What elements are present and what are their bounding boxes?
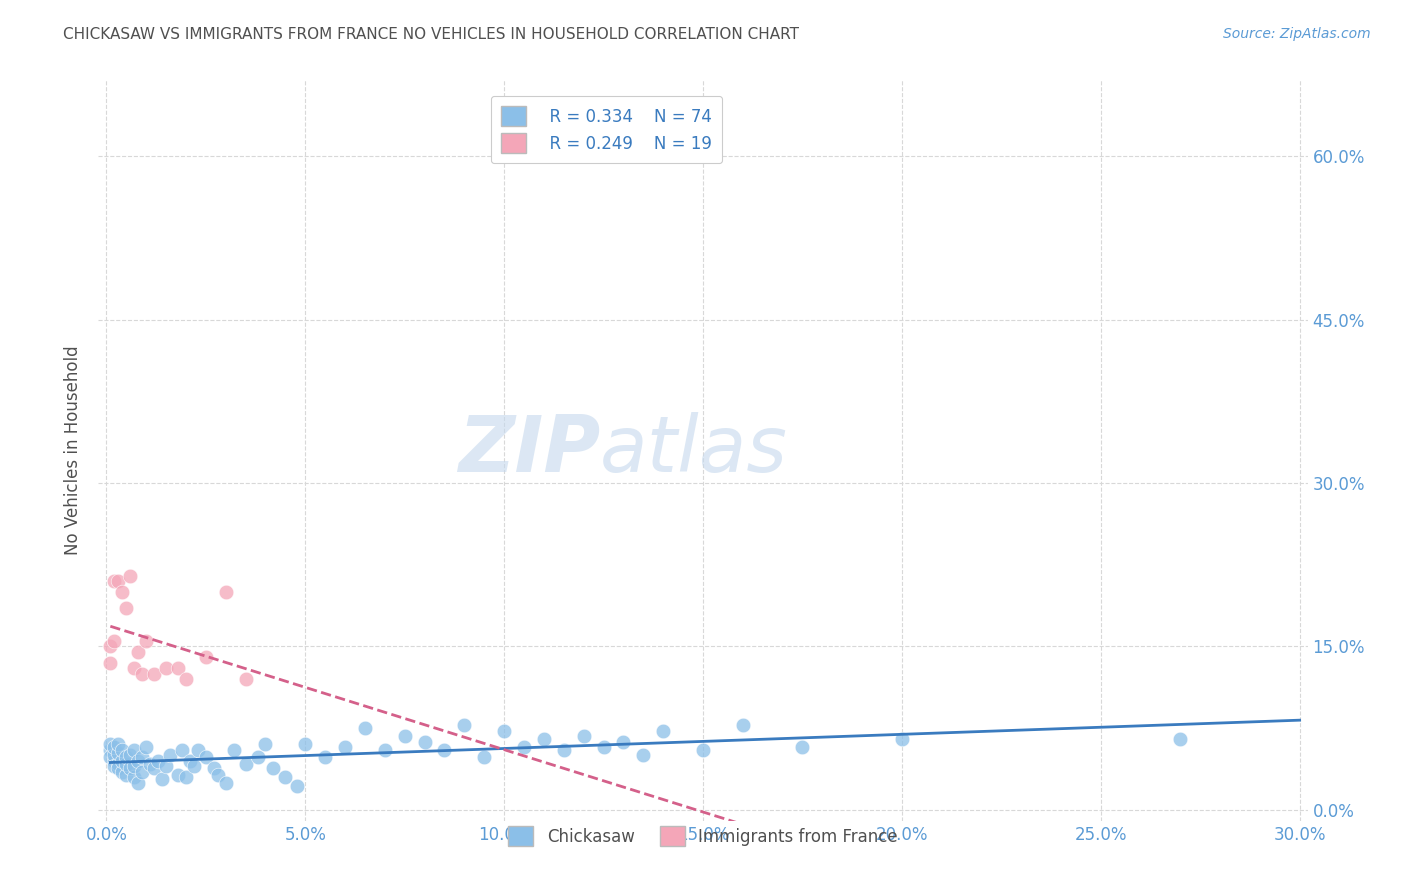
Point: [215, 775, 238, 789]
Point: [120, 748, 142, 763]
Point: [374, 743, 396, 757]
Point: [692, 743, 714, 757]
Point: [143, 761, 166, 775]
Point: [262, 761, 284, 775]
Point: [174, 770, 197, 784]
Text: atlas: atlas: [600, 412, 789, 489]
Point: [1168, 731, 1191, 746]
Point: [159, 748, 181, 763]
Point: [285, 779, 308, 793]
Point: [494, 724, 516, 739]
Point: [274, 770, 297, 784]
Point: [120, 761, 142, 775]
Text: CHICKASAW VS IMMIGRANTS FROM FRANCE NO VEHICLES IN HOUSEHOLD CORRELATION CHART: CHICKASAW VS IMMIGRANTS FROM FRANCE NO V…: [63, 27, 799, 42]
Point: [533, 731, 555, 746]
Point: [513, 739, 536, 754]
Point: [115, 750, 138, 764]
Point: [143, 666, 166, 681]
Point: [127, 754, 149, 768]
Point: [98, 743, 121, 757]
Point: [246, 750, 269, 764]
Point: [167, 768, 190, 782]
Point: [131, 764, 153, 779]
Point: [207, 768, 229, 782]
Point: [612, 735, 634, 749]
Point: [194, 750, 217, 764]
Y-axis label: No Vehicles in Household: No Vehicles in Household: [65, 345, 83, 556]
Point: [890, 731, 912, 746]
Point: [202, 761, 225, 775]
Point: [111, 585, 134, 599]
Point: [170, 743, 193, 757]
Point: [111, 764, 134, 779]
Point: [167, 661, 190, 675]
Point: [235, 757, 257, 772]
Point: [553, 743, 575, 757]
Point: [592, 739, 614, 754]
Point: [131, 666, 153, 681]
Point: [107, 746, 129, 760]
Point: [155, 759, 177, 773]
Point: [453, 718, 475, 732]
Point: [103, 574, 125, 588]
Point: [127, 645, 149, 659]
Point: [122, 770, 145, 784]
Point: [155, 661, 177, 675]
Point: [294, 738, 316, 752]
Point: [135, 634, 157, 648]
Point: [115, 757, 138, 772]
Point: [215, 585, 238, 599]
Point: [107, 738, 129, 752]
Point: [127, 775, 149, 789]
Point: [139, 757, 162, 772]
Point: [135, 739, 157, 754]
Point: [103, 739, 125, 754]
Legend: Chickasaw, Immigrants from France: Chickasaw, Immigrants from France: [502, 820, 904, 853]
Point: [235, 672, 257, 686]
Point: [652, 724, 675, 739]
Point: [122, 759, 145, 773]
Point: [103, 759, 125, 773]
Point: [314, 750, 336, 764]
Point: [792, 739, 814, 754]
Point: [472, 750, 495, 764]
Text: Source: ZipAtlas.com: Source: ZipAtlas.com: [1223, 27, 1371, 41]
Point: [222, 743, 245, 757]
Point: [115, 601, 138, 615]
Point: [131, 750, 153, 764]
Point: [122, 661, 145, 675]
Point: [146, 754, 169, 768]
Point: [179, 754, 201, 768]
Point: [394, 729, 416, 743]
Point: [98, 750, 121, 764]
Point: [433, 743, 456, 757]
Text: ZIP: ZIP: [458, 412, 600, 489]
Point: [122, 743, 145, 757]
Point: [107, 757, 129, 772]
Point: [413, 735, 436, 749]
Point: [572, 729, 595, 743]
Point: [107, 574, 129, 588]
Point: [120, 568, 142, 582]
Point: [107, 761, 129, 775]
Point: [103, 634, 125, 648]
Point: [174, 672, 197, 686]
Point: [98, 640, 121, 654]
Point: [183, 759, 205, 773]
Point: [354, 721, 377, 735]
Point: [115, 768, 138, 782]
Point: [194, 650, 217, 665]
Point: [633, 748, 655, 763]
Point: [254, 738, 277, 752]
Point: [187, 743, 209, 757]
Point: [98, 738, 121, 752]
Point: [333, 739, 356, 754]
Point: [103, 754, 125, 768]
Point: [111, 754, 134, 768]
Point: [98, 656, 121, 670]
Point: [103, 748, 125, 763]
Point: [111, 743, 134, 757]
Point: [150, 772, 173, 787]
Point: [731, 718, 754, 732]
